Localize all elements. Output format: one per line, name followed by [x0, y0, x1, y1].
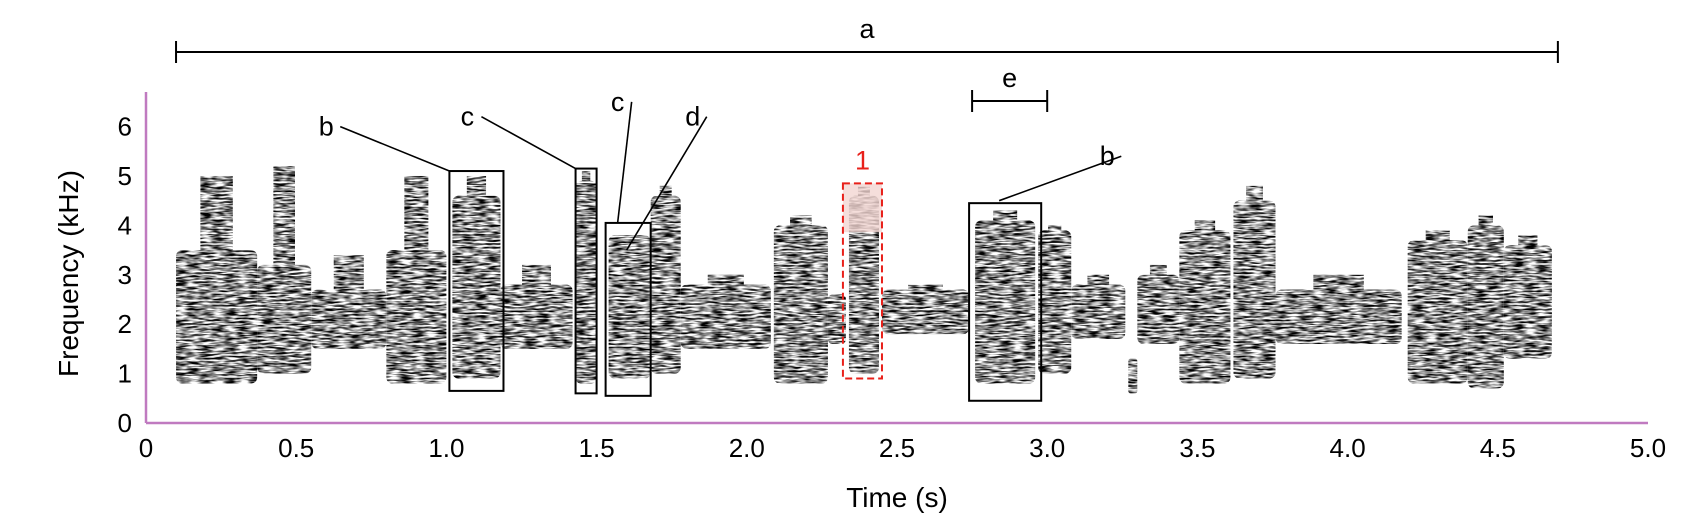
- energy-peak: [1087, 274, 1110, 287]
- energy-peak: [581, 171, 591, 183]
- energy-core: [1179, 230, 1231, 384]
- energy-core: [1137, 274, 1180, 344]
- energy-core: [500, 284, 573, 349]
- energy-core: [1233, 200, 1276, 379]
- y-tick-label: 3: [118, 260, 132, 290]
- energy-peak: [1149, 264, 1167, 277]
- y-tick-label: 2: [118, 309, 132, 339]
- energy-peak: [908, 284, 943, 292]
- callout-label: c: [611, 87, 625, 117]
- tick-labels: 0 0.5 1.0 1.5 2.0 2.5 3.0 3.5 4.0 4.5 5.0 0 1 2 3 4 5 6: [118, 112, 1667, 463]
- energy-core: [848, 195, 879, 374]
- x-tick-label: 2.5: [879, 433, 915, 463]
- callout-label: b: [1100, 141, 1115, 171]
- energy-core: [311, 289, 387, 349]
- energy-peak: [659, 185, 672, 198]
- energy-core: [1275, 289, 1402, 344]
- energy-core: [1467, 225, 1504, 389]
- energy-peak: [273, 166, 295, 267]
- annotation-box: [448, 170, 505, 392]
- energy-peak: [1246, 185, 1263, 203]
- energy-core: [1071, 284, 1126, 340]
- energy-core: [1128, 358, 1138, 394]
- y-tick-label: 6: [118, 112, 132, 142]
- energy-peak: [333, 255, 364, 292]
- span-a-label: a: [859, 14, 875, 44]
- annotation-boxes: 1: [448, 145, 1043, 402]
- energy-peak: [1518, 235, 1538, 248]
- energy-core: [1038, 230, 1072, 374]
- callout-line: [625, 116, 708, 251]
- energy-core: [650, 195, 681, 374]
- y-axis-title: Frequency (kHz): [53, 170, 84, 377]
- callout-line: [616, 101, 633, 224]
- duration-spans: ae: [175, 14, 1559, 112]
- energy-peak: [1478, 215, 1493, 228]
- highlight-label: 1: [855, 145, 870, 175]
- spectrogram-energy: [176, 166, 1552, 394]
- annotation-box: [574, 167, 598, 395]
- callout-line: [339, 125, 450, 172]
- energy-peak: [993, 210, 1018, 223]
- x-tick-label: 0.5: [278, 433, 314, 463]
- energy-core: [773, 225, 828, 384]
- x-tick-label: 5.0: [1630, 433, 1666, 463]
- span-e-label: e: [1002, 63, 1017, 93]
- x-axis-title: Time (s): [846, 482, 948, 513]
- energy-peak: [1194, 220, 1216, 233]
- energy-peak: [200, 175, 233, 253]
- callout-line: [481, 116, 576, 170]
- annotation-box: [968, 202, 1043, 402]
- x-tick-label: 1.0: [428, 433, 464, 463]
- energy-core: [680, 284, 771, 349]
- x-tick-label: 3.0: [1029, 433, 1065, 463]
- energy-core: [1407, 240, 1468, 384]
- callout-label: b: [319, 112, 334, 142]
- x-tick-label: 3.5: [1179, 433, 1215, 463]
- energy-core: [881, 289, 970, 335]
- annotation-box: [604, 221, 652, 397]
- highlight-tint: [842, 183, 882, 233]
- x-tick-label: 4.5: [1480, 433, 1516, 463]
- callout-label: d: [685, 102, 700, 132]
- energy-peak: [1425, 230, 1450, 243]
- energy-peak: [466, 175, 487, 198]
- energy-core: [1503, 245, 1552, 359]
- energy-core: [975, 220, 1036, 384]
- y-tick-label: 1: [118, 359, 132, 389]
- energy-core: [452, 195, 501, 379]
- x-tick-label: 1.5: [579, 433, 615, 463]
- axes: [144, 92, 1648, 425]
- energy-core: [575, 180, 597, 384]
- energy-core: [827, 294, 846, 344]
- energy-core: [176, 250, 258, 384]
- energy-peak: [707, 274, 744, 287]
- energy-peak: [522, 264, 551, 287]
- energy-peak: [1313, 274, 1364, 292]
- energy-core: [608, 235, 651, 379]
- energy-peak: [404, 175, 429, 253]
- x-tick-label: 4.0: [1330, 433, 1366, 463]
- energy-peak: [1048, 225, 1062, 233]
- energy-core: [386, 250, 447, 384]
- energy-peak: [790, 215, 812, 228]
- x-tick-label: 0: [139, 433, 153, 463]
- energy-core: [257, 264, 312, 374]
- x-tick-label: 2.0: [729, 433, 765, 463]
- callout-line: [998, 155, 1122, 202]
- y-tick-label: 0: [118, 408, 132, 438]
- y-tick-label: 4: [118, 210, 132, 240]
- plot-area: 1 b c c db ae 0 0.5 1.0 1.5 2.0 2.5 3.0 3.5 4.0 4.5 5…: [53, 14, 1666, 513]
- y-tick-label: 5: [118, 161, 132, 191]
- annotation-callouts: b c c d b: [319, 87, 1122, 251]
- highlight-box: [841, 182, 883, 380]
- callout-label: c: [461, 102, 475, 132]
